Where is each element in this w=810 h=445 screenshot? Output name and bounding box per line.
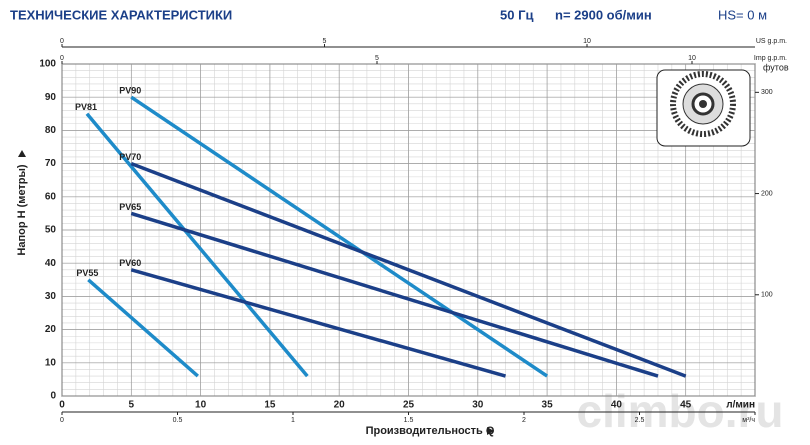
- series-label: PV90: [119, 86, 141, 96]
- frequency: 50 Гц: [500, 7, 533, 22]
- y2-tick-label: 100: [761, 292, 773, 299]
- series-label: PV65: [119, 202, 141, 212]
- x-tick-label: 40: [611, 400, 623, 411]
- impeller-icon: [656, 69, 751, 147]
- x2-tick-label: 1.5: [404, 417, 414, 424]
- y2-axis-label: футов: [763, 62, 789, 72]
- y-tick-label: 70: [45, 158, 57, 169]
- series-line: [130, 95, 549, 378]
- x-tick-label: 0: [59, 400, 65, 411]
- title: ТЕХНИЧЕСКИЕ ХАРАКТЕРИСТИКИ: [10, 7, 232, 22]
- watermark: climbo.ru: [576, 385, 783, 437]
- x-tick-label: 20: [334, 400, 346, 411]
- y-tick-label: 80: [45, 125, 57, 136]
- x2-tick-label: м³/ч: [742, 417, 755, 424]
- x-tick-label: 25: [403, 400, 415, 411]
- x-tick-label: л/мин: [726, 400, 755, 411]
- top-tick-label: 0: [60, 55, 64, 62]
- x-tick-label: 45: [680, 400, 692, 411]
- series-line: [130, 161, 687, 378]
- speed: n= 2900 об/мин: [555, 7, 652, 22]
- series-label: PV55: [76, 268, 98, 278]
- x2-tick-label: 0.5: [173, 417, 183, 424]
- x-tick-label: 10: [195, 400, 207, 411]
- series-label: PV81: [75, 102, 97, 112]
- y-tick-label: 10: [45, 357, 57, 368]
- series-line: [130, 211, 659, 378]
- y-tick-label: 60: [45, 191, 57, 202]
- top-tick-label: 0: [60, 38, 64, 45]
- series-line: [130, 268, 506, 378]
- y-axis-label: Напор H (метры): [16, 164, 28, 255]
- y-tick-label: 30: [45, 291, 57, 302]
- x2-tick-label: 0: [60, 417, 64, 424]
- y-tick-label: 0: [50, 391, 56, 402]
- series-label: PV70: [119, 152, 141, 162]
- x-axis-label: Производительность Q: [366, 425, 495, 437]
- x2-tick-label: 1: [291, 417, 295, 424]
- y-tick-label: 40: [45, 258, 57, 269]
- x-tick-label: 30: [472, 400, 484, 411]
- series-label: PV60: [119, 258, 141, 268]
- y2-tick-label: 300: [761, 89, 773, 96]
- y-tick-label: 90: [45, 92, 57, 103]
- top-tick-label: 10: [688, 55, 696, 62]
- series-line: [85, 112, 309, 378]
- x2-tick-label: 2.5: [635, 417, 645, 424]
- top-tick-label: 5: [375, 55, 379, 62]
- x2-tick-label: 2: [522, 417, 526, 424]
- top-tick-label: 5: [323, 38, 327, 45]
- y-arrow: [18, 150, 26, 157]
- x-tick-label: 15: [264, 400, 276, 411]
- y-tick-label: 20: [45, 324, 57, 335]
- x-arrow: [487, 427, 494, 435]
- series-line: [87, 278, 199, 378]
- x-tick-label: 35: [542, 400, 554, 411]
- hs: HS= 0 м: [718, 7, 767, 22]
- y-tick-label: 50: [45, 225, 57, 236]
- y2-tick-label: 200: [761, 190, 773, 197]
- top-axis-label: Imp g.p.m.: [754, 55, 787, 62]
- top-tick-label: 10: [583, 38, 591, 45]
- y-tick-label: 100: [39, 59, 56, 70]
- x-tick-label: 5: [129, 400, 135, 411]
- top-axis-label: US g.p.m.: [756, 38, 787, 45]
